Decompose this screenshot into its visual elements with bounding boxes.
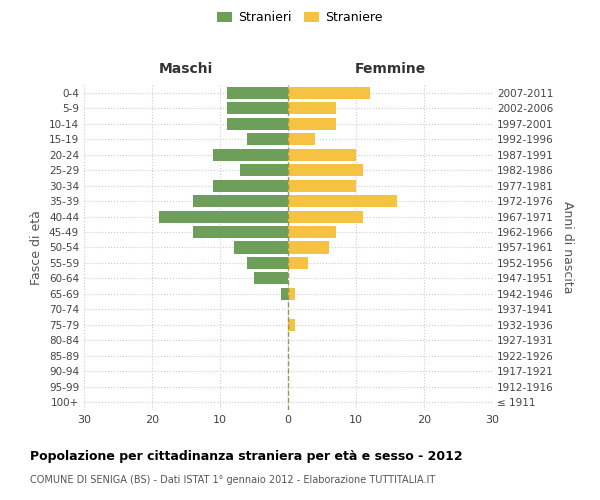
Bar bbox=[288, 148, 356, 160]
Bar bbox=[247, 133, 288, 145]
Text: Popolazione per cittadinanza straniera per età e sesso - 2012: Popolazione per cittadinanza straniera p… bbox=[30, 450, 463, 463]
Bar bbox=[288, 257, 308, 269]
Bar bbox=[213, 180, 288, 192]
Bar bbox=[288, 133, 315, 145]
Bar bbox=[288, 102, 335, 114]
Bar bbox=[288, 195, 397, 207]
Bar bbox=[247, 257, 288, 269]
Bar bbox=[213, 148, 288, 160]
Bar bbox=[254, 272, 288, 284]
Bar bbox=[288, 164, 363, 176]
Bar bbox=[227, 118, 288, 130]
Bar bbox=[241, 164, 288, 176]
Bar bbox=[288, 180, 356, 192]
Y-axis label: Fasce di età: Fasce di età bbox=[31, 210, 43, 285]
Bar bbox=[227, 86, 288, 99]
Text: Femmine: Femmine bbox=[355, 62, 425, 76]
Bar bbox=[159, 210, 288, 222]
Bar bbox=[288, 210, 363, 222]
Bar bbox=[288, 118, 335, 130]
Legend: Stranieri, Straniere: Stranieri, Straniere bbox=[212, 6, 388, 29]
Text: Maschi: Maschi bbox=[159, 62, 213, 76]
Bar bbox=[288, 86, 370, 99]
Bar bbox=[288, 242, 329, 254]
Bar bbox=[281, 288, 288, 300]
Bar bbox=[193, 195, 288, 207]
Bar bbox=[193, 226, 288, 238]
Bar bbox=[288, 319, 295, 331]
Text: COMUNE DI SENIGA (BS) - Dati ISTAT 1° gennaio 2012 - Elaborazione TUTTITALIA.IT: COMUNE DI SENIGA (BS) - Dati ISTAT 1° ge… bbox=[30, 475, 435, 485]
Bar bbox=[288, 226, 335, 238]
Bar bbox=[233, 242, 288, 254]
Y-axis label: Anni di nascita: Anni di nascita bbox=[560, 201, 574, 294]
Bar bbox=[227, 102, 288, 114]
Bar bbox=[288, 288, 295, 300]
